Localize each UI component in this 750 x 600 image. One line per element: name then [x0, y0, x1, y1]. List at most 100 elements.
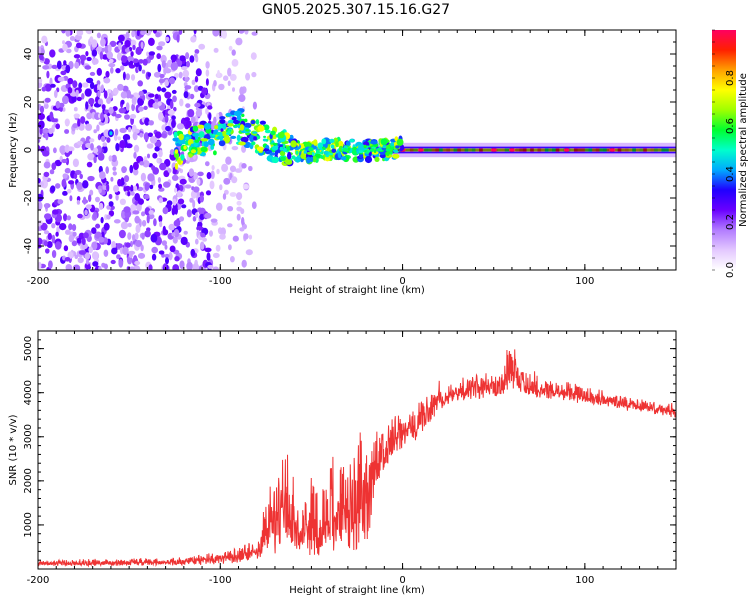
noise-blob: [135, 224, 141, 234]
noise-blob: [138, 98, 144, 106]
signal-core: [365, 151, 370, 154]
noise-blob: [132, 161, 139, 171]
noise-blob: [151, 246, 158, 254]
noise-blob: [138, 59, 144, 64]
noise-blob: [192, 263, 200, 270]
signal-blob: [374, 156, 380, 162]
noise-blob: [215, 112, 220, 121]
noise-blob: [131, 103, 136, 112]
noise-blob: [68, 234, 75, 243]
noise-blob: [82, 180, 89, 189]
noise-blob: [217, 69, 220, 78]
signal-blob: [174, 152, 180, 159]
noise-blob: [179, 55, 186, 62]
noise-blob: [43, 58, 50, 65]
noise-blob: [115, 113, 122, 119]
noise-blob: [239, 227, 245, 232]
noise-blob: [68, 180, 75, 185]
signal-blob: [303, 141, 312, 148]
noise-blob: [110, 176, 114, 182]
signal-blob: [238, 141, 246, 146]
signal-blob: [290, 140, 297, 148]
noise-blob: [189, 55, 195, 63]
noise-blob: [135, 240, 143, 247]
noise-blob: [80, 58, 85, 66]
noise-blob: [169, 254, 173, 259]
noise-blob: [169, 245, 176, 253]
noise-blob: [143, 193, 150, 200]
noise-blob: [138, 90, 144, 97]
noise-blob: [82, 196, 87, 205]
noise-blob: [176, 123, 185, 130]
noise-blob: [171, 115, 176, 120]
noise-blob: [51, 223, 56, 229]
noise-blob: [133, 168, 139, 176]
figure-title: GN05.2025.307.15.16.G27: [262, 2, 450, 18]
noise-blob: [116, 243, 123, 249]
colorbar: 0.0 0.2 0.4 0.6 0.8 Normalized spectral ampl…: [712, 29, 749, 278]
noise-blob: [84, 65, 92, 70]
signal-core: [185, 136, 190, 140]
spectrogram-x-label: Height of straight line (km): [289, 285, 425, 296]
noise-blob: [88, 97, 95, 105]
signal-blob: [264, 129, 271, 134]
noise-blob: [51, 162, 57, 171]
noise-blob: [229, 192, 237, 197]
signal-blob: [210, 145, 215, 150]
colorbar-label: Normalized spectral amplitude: [738, 73, 749, 227]
noise-blob: [69, 36, 76, 41]
noise-blob: [206, 252, 211, 261]
noise-blob: [163, 66, 167, 76]
noise-blob: [92, 261, 99, 267]
noise-blob: [50, 83, 56, 88]
noise-blob: [98, 202, 104, 210]
noise-blob: [242, 183, 249, 190]
colorbar-tick-label: 0.6: [725, 118, 736, 134]
noise-blob: [81, 82, 89, 88]
noise-blob: [162, 229, 169, 236]
noise-blob: [41, 35, 48, 44]
noise-blob: [103, 222, 110, 231]
noise-blob: [229, 165, 237, 173]
noise-blob: [64, 167, 71, 174]
noise-blob: [66, 215, 72, 221]
noise-blob: [91, 58, 99, 65]
noise-blob: [44, 213, 52, 220]
noise-blob: [188, 168, 195, 177]
noise-blob: [134, 232, 139, 240]
noise-blob: [58, 102, 65, 108]
noise-blob: [134, 193, 140, 201]
colorbar-ticks: 0.0 0.2 0.4 0.6 0.8: [712, 29, 736, 278]
noise-blob: [207, 264, 214, 269]
noise-blob: [42, 65, 50, 70]
noise-blob: [238, 30, 245, 34]
noise-blob: [117, 178, 122, 187]
noise-blob: [140, 41, 144, 49]
noise-blob: [154, 131, 162, 139]
noise-blob: [43, 240, 48, 247]
noise-blob: [141, 220, 147, 227]
noise-blob: [38, 237, 43, 245]
signal-core: [198, 136, 201, 140]
noise-blob: [55, 231, 59, 237]
noise-blob: [232, 235, 239, 242]
signal-blob: [233, 119, 240, 125]
noise-blob: [239, 86, 245, 96]
signal-blob: [192, 132, 200, 137]
noise-blob: [51, 64, 58, 69]
noise-blob: [76, 181, 83, 191]
noise-blob: [54, 159, 62, 167]
noise-blob: [118, 107, 127, 114]
signal-blob: [207, 138, 215, 146]
noise-blob: [130, 204, 137, 211]
noise-blob: [59, 223, 67, 231]
signal-core: [321, 149, 324, 153]
noise-blob: [155, 32, 161, 38]
noise-blob: [227, 67, 232, 77]
signal-blob: [345, 140, 351, 146]
signal-blob: [178, 133, 184, 141]
signal-core: [217, 136, 221, 140]
noise-blob: [184, 76, 189, 83]
noise-blob: [193, 85, 200, 93]
noise-blob: [137, 198, 144, 205]
